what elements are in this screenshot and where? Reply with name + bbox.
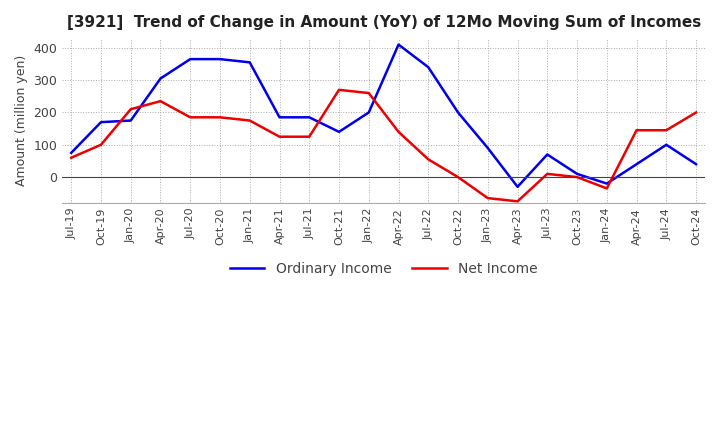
Legend: Ordinary Income, Net Income: Ordinary Income, Net Income	[224, 257, 543, 282]
Ordinary Income	[395, 42, 403, 47]
Ordinary Income	[335, 129, 343, 135]
Line: Net Income: Net Income	[71, 90, 696, 202]
Net Income	[572, 175, 581, 180]
Net Income	[543, 171, 552, 176]
Y-axis label: Amount (million yen): Amount (million yen)	[15, 55, 28, 186]
Net Income	[364, 91, 373, 96]
Ordinary Income	[454, 110, 462, 115]
Net Income	[692, 110, 701, 115]
Ordinary Income	[67, 150, 76, 155]
Line: Ordinary Income: Ordinary Income	[71, 44, 696, 187]
Net Income	[216, 115, 225, 120]
Net Income	[127, 106, 135, 112]
Ordinary Income	[96, 120, 105, 125]
Ordinary Income	[513, 184, 522, 190]
Net Income	[454, 175, 462, 180]
Ordinary Income	[692, 161, 701, 167]
Net Income	[275, 134, 284, 139]
Net Income	[483, 195, 492, 201]
Net Income	[632, 128, 641, 133]
Title: [3921]  Trend of Change in Amount (YoY) of 12Mo Moving Sum of Incomes: [3921] Trend of Change in Amount (YoY) o…	[66, 15, 701, 30]
Net Income	[424, 157, 433, 162]
Ordinary Income	[572, 171, 581, 176]
Ordinary Income	[127, 118, 135, 123]
Ordinary Income	[156, 76, 165, 81]
Net Income	[96, 142, 105, 147]
Ordinary Income	[305, 115, 314, 120]
Ordinary Income	[483, 145, 492, 150]
Ordinary Income	[424, 65, 433, 70]
Net Income	[395, 129, 403, 135]
Ordinary Income	[543, 152, 552, 157]
Net Income	[513, 199, 522, 204]
Ordinary Income	[632, 161, 641, 167]
Net Income	[156, 99, 165, 104]
Net Income	[67, 155, 76, 160]
Ordinary Income	[603, 181, 611, 186]
Net Income	[246, 118, 254, 123]
Ordinary Income	[275, 115, 284, 120]
Net Income	[186, 115, 194, 120]
Ordinary Income	[216, 56, 225, 62]
Net Income	[305, 134, 314, 139]
Ordinary Income	[662, 142, 670, 147]
Net Income	[662, 128, 670, 133]
Ordinary Income	[186, 56, 194, 62]
Ordinary Income	[364, 110, 373, 115]
Ordinary Income	[246, 60, 254, 65]
Net Income	[335, 87, 343, 92]
Net Income	[603, 186, 611, 191]
